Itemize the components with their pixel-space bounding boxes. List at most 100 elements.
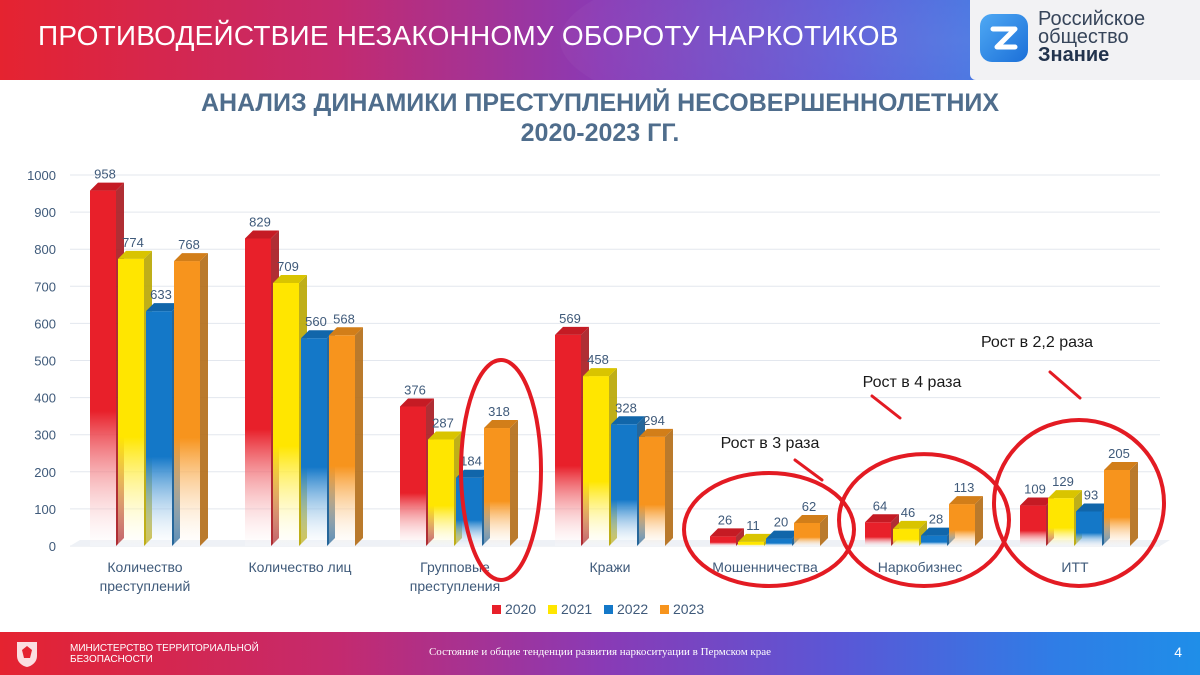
y-tick-label: 700 [34, 279, 56, 294]
legend-label: 2021 [561, 601, 592, 617]
bar-top [428, 431, 462, 440]
bar [921, 535, 947, 546]
logo-text: Российское общество Знание [1038, 9, 1145, 66]
bar [118, 258, 144, 546]
data-label: 62 [802, 499, 816, 514]
x-tick-label: Количество лиц [248, 559, 351, 575]
slide-title: ПРОТИВОДЕЙСТВИЕ НЕЗАКОННОМУ ОБОРОТУ НАРК… [38, 20, 899, 51]
data-label: 26 [718, 512, 732, 527]
bar-side [665, 428, 673, 546]
legend-swatch [660, 605, 669, 614]
bar-chart: 0 100 200 300 400 500 600 700 800 900 1000 958 774 63… [27, 167, 1170, 617]
bar [611, 424, 637, 546]
chart-title: АНАЛИЗ ДИНАМИКИ ПРЕСТУПЛЕНИЙ НЕСОВЕРШЕНН… [0, 88, 1200, 148]
annotation-arrow [1048, 370, 1082, 400]
bar-top [949, 496, 983, 505]
data-label: 20 [774, 515, 788, 530]
legend-swatch [492, 605, 501, 614]
data-label: 129 [1052, 474, 1074, 489]
bar [428, 439, 454, 546]
x-tick-label: Кражи [590, 559, 631, 575]
x-tick-label: Количество преступлений [100, 559, 191, 594]
annotation-arrow [870, 394, 902, 420]
data-label: 64 [873, 498, 887, 513]
bar-top [400, 398, 434, 407]
bar [1048, 498, 1074, 546]
bar [174, 261, 200, 546]
footer-organization: МИНИСТЕРСТВО ТЕРРИТОРИАЛЬНОЙ БЕЗОПАСНОСТ… [70, 643, 290, 665]
x-tick-label: ИТТ [1061, 559, 1089, 575]
data-label: 28 [929, 512, 943, 527]
bar-top [555, 326, 589, 335]
x-tick-label: Наркобизнес [878, 559, 963, 575]
bar-top [456, 469, 490, 478]
page-number: 4 [1174, 644, 1182, 660]
bar [738, 541, 764, 546]
highlight-ellipse [992, 417, 1166, 588]
x-tick-label: Групповые преступления [410, 559, 500, 594]
footer-bar: МИНИСТЕРСТВО ТЕРРИТОРИАЛЬНОЙ БЕЗОПАСНОСТ… [0, 632, 1200, 675]
bar-top [174, 253, 208, 262]
annotation-arrow [793, 458, 824, 482]
data-label: 774 [122, 235, 144, 250]
bar [766, 538, 792, 546]
logo: Российское общество Знание [970, 0, 1200, 80]
bar-top [301, 330, 335, 339]
footer-caption: Состояние и общие тенденции развития нар… [428, 646, 772, 658]
bar [400, 406, 426, 546]
bar-top [710, 528, 744, 537]
bar [710, 536, 736, 546]
data-label: 93 [1084, 487, 1098, 502]
data-label: 328 [615, 400, 637, 415]
data-label: 958 [94, 167, 116, 182]
footer-org-line-2: БЕЗОПАСНОСТИ [70, 654, 153, 665]
y-tick-label: 800 [34, 242, 56, 257]
bar-top [766, 530, 800, 539]
data-label: 633 [150, 287, 172, 302]
annotation-label: Рост в 3 раза [721, 435, 820, 452]
bar-top [146, 303, 180, 312]
data-label: 113 [954, 480, 975, 495]
data-label: 11 [746, 518, 760, 533]
annotation-label: Рост в 2,2 раза [981, 334, 1093, 351]
data-label: 109 [1024, 482, 1046, 497]
y-tick-label: 0 [49, 539, 56, 554]
bar [1020, 505, 1046, 546]
data-label: 46 [901, 505, 915, 520]
bar [893, 528, 919, 546]
logo-line-3: Знание [1038, 44, 1110, 66]
bar [245, 238, 271, 546]
y-tick-label: 1000 [27, 168, 56, 183]
y-tick-label: 400 [34, 391, 56, 406]
logo-z-icon [980, 14, 1028, 62]
bar [484, 428, 510, 546]
bar [146, 311, 172, 546]
bar [273, 282, 299, 546]
chart-title-line-2: 2020-2023 ГГ. [520, 119, 680, 147]
annotation-label: Рост в 4 раза [863, 374, 962, 391]
bar-side [820, 514, 828, 546]
y-tick-label: 100 [34, 502, 56, 517]
bar [555, 334, 581, 546]
bar-top [118, 250, 152, 259]
y-tick-label: 900 [34, 205, 56, 220]
bar-top [273, 274, 307, 283]
chart-title-line-1: АНАЛИЗ ДИНАМИКИ ПРЕСТУПЛЕНИЙ НЕСОВЕРШЕНН… [200, 89, 1000, 117]
highlight-ellipse [459, 358, 543, 582]
bar [90, 190, 116, 546]
data-label: 560 [305, 314, 327, 329]
bar-top [865, 514, 899, 523]
bar-side [736, 528, 744, 546]
bar [1104, 469, 1130, 546]
bar [1076, 511, 1102, 546]
bar-top [1076, 503, 1110, 512]
bar-top [1104, 461, 1138, 470]
bar-side [355, 327, 363, 546]
bar [794, 522, 820, 546]
data-label: 569 [559, 311, 581, 326]
data-label: 829 [249, 214, 271, 229]
data-label: 376 [404, 383, 426, 398]
bar-top [484, 420, 518, 429]
header-bar: ПРОТИВОДЕЙСТВИЕ НЕЗАКОННОМУ ОБОРОТУ НАРК… [0, 0, 1200, 80]
data-label: 458 [587, 352, 609, 367]
